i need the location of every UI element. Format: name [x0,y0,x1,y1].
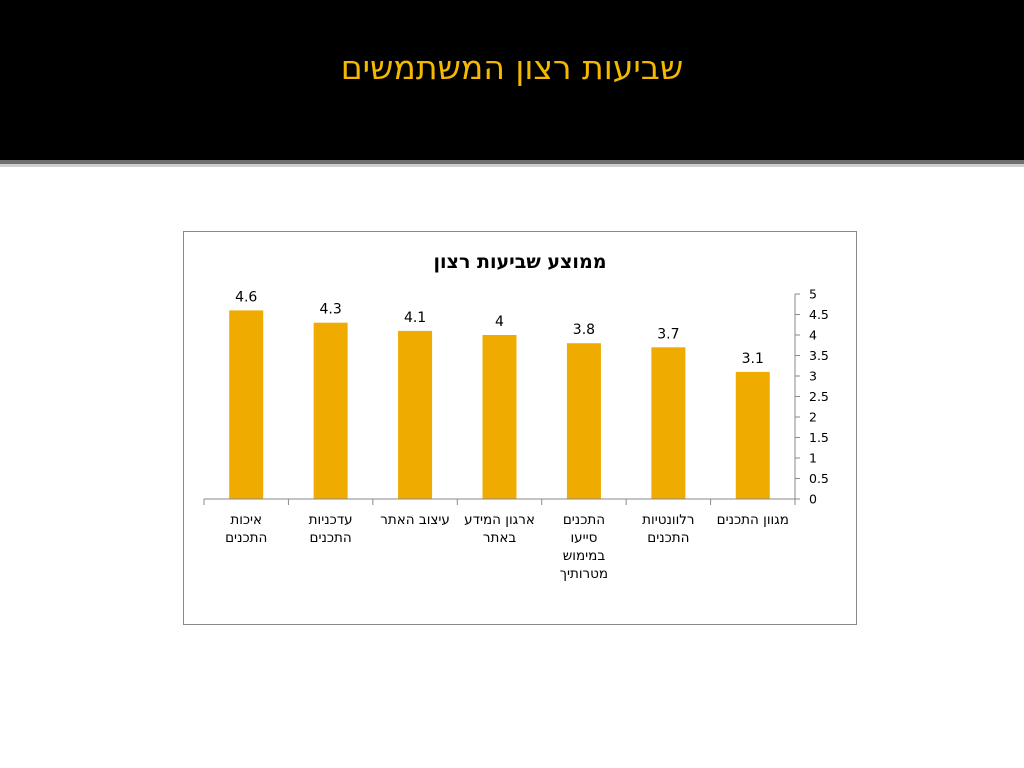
data-label: 3.8 [573,322,595,338]
data-label: 4.1 [404,310,426,326]
y-tick-label: 1.5 [809,430,829,445]
category-label: עיצוב האתר [380,512,450,528]
category-label: מגוון התכנים [717,512,789,528]
y-tick-label: 5 [809,287,817,302]
category-label: ארגון המידע [464,512,535,528]
y-tick-label: 3 [809,369,817,384]
category-label: מטרותיך [560,566,608,582]
category-label: באתר [483,530,517,546]
slide-header [0,0,1024,160]
category-label: התכנים [225,530,267,546]
y-tick-label: 2.5 [809,389,829,404]
bar [735,371,770,499]
data-label: 4.3 [320,302,342,318]
category-label: עדכניות [309,512,353,528]
category-label: רלוונטיות [642,512,694,528]
bar-chart: ממוצע שביעות רצון 4.64.34.1 43.8 3.73.1 00… [203,251,829,582]
bar [229,310,264,499]
category-label: התכנים [310,530,352,546]
bar [482,335,517,499]
bar [651,347,686,499]
category-label: התכנים [563,512,605,528]
category-label: התכנים [647,530,689,546]
slide-title: שביעות רצון המשתמשים [340,48,684,87]
bar [313,322,348,499]
y-axis: 0 0.5 1 1.5 2 2.5 3 3.5 4 4.5 5 [794,287,829,507]
header-divider [0,160,1024,164]
category-label: איכות [230,512,262,528]
data-label: 3.1 [742,351,764,367]
y-tick-label: 0 [809,492,817,507]
y-tick-label: 3.5 [809,348,829,363]
y-tick-label: 1 [809,451,817,466]
bar [566,343,601,499]
y-tick-label: 2 [809,410,817,425]
bars-group [229,310,770,499]
category-label: במימוש [563,548,606,564]
y-tick-label: 4.5 [809,307,829,322]
chart-title: ממוצע שביעות רצון [434,251,607,273]
data-label: 3.7 [657,326,679,342]
data-label: 4.6 [235,289,257,305]
y-tick-label: 0.5 [809,471,829,486]
bar [398,330,433,499]
data-labels-group: 4.6 4.3 4.1 4 3.8 3.7 3.1 [235,289,764,367]
y-tick-label: 4 [809,328,817,343]
x-axis: איכות התכנים עדכניות התכנים עיצוב האתר ארגון … [203,498,796,582]
category-label: סייעו [570,530,597,546]
data-label: 4 [495,314,504,330]
header-divider-shadow [0,164,1024,167]
